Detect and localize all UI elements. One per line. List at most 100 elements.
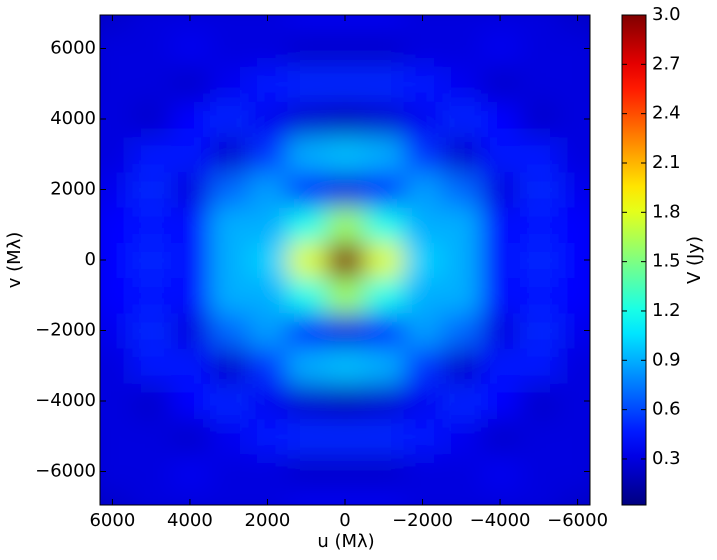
heatmap-cell — [170, 171, 210, 208]
heatmap-cell — [286, 100, 327, 138]
x-tick-label: −2000 — [392, 510, 453, 531]
heatmap-cell — [557, 30, 590, 67]
heatmap-cell — [518, 418, 559, 455]
heatmap-cell — [480, 453, 520, 490]
heatmap-cell — [286, 30, 327, 67]
heatmap-cell — [131, 347, 172, 384]
heatmap-cell — [402, 100, 443, 138]
colorbar-tick-label: 2.7 — [652, 53, 681, 74]
heatmap-cell — [441, 241, 482, 279]
y-tick-label: −6000 — [35, 461, 96, 482]
heatmap-cell — [402, 30, 443, 67]
heatmap-cell — [247, 206, 288, 243]
heatmap-cell — [325, 312, 365, 349]
heatmap-cell — [247, 453, 288, 490]
colorbar-tick-label: 1.8 — [652, 201, 681, 222]
heatmap-cell — [286, 453, 327, 490]
heatmap-cell — [480, 206, 520, 243]
heatmap-cell — [170, 312, 210, 349]
heatmap-cell — [208, 382, 249, 420]
heatmap-cell — [441, 206, 482, 243]
heatmap-cell — [480, 100, 520, 138]
colorbar-tick-label: 0.3 — [652, 448, 681, 469]
heatmap-cell — [325, 277, 365, 314]
heatmap-cell — [208, 171, 249, 208]
heatmap-cell — [557, 488, 590, 505]
heatmap-cell — [286, 241, 327, 279]
heatmap-cell — [100, 30, 133, 67]
heatmap-cell — [170, 453, 210, 490]
heatmap-cell — [518, 277, 559, 314]
heatmap-cell — [518, 30, 559, 67]
x-axis-label: u (Mλ) — [317, 531, 374, 552]
heatmap-cell — [441, 277, 482, 314]
heatmap-cell — [247, 312, 288, 349]
heatmap-cell — [363, 453, 404, 490]
heatmap-cell — [131, 136, 172, 173]
heatmap-cell — [557, 206, 590, 243]
heatmap-cell — [557, 15, 590, 32]
plot-area — [54, 0, 590, 525]
heatmap-cell — [441, 418, 482, 455]
heatmap-cell — [557, 65, 590, 102]
heatmap-cell — [247, 100, 288, 138]
x-tick-label: 4000 — [167, 510, 213, 531]
heatmap-cell — [402, 453, 443, 490]
heatmap-cell — [363, 312, 404, 349]
heatmap-cell — [100, 277, 133, 314]
heatmap-cell — [480, 65, 520, 102]
heatmap-cell — [557, 453, 590, 490]
heatmap-cell — [131, 65, 172, 102]
colorbar-tick-label: 3.0 — [652, 4, 681, 25]
heatmap-cell — [402, 418, 443, 455]
heatmap-cell — [325, 171, 365, 208]
heatmap-cell — [480, 136, 520, 173]
heatmap-cell — [131, 15, 172, 32]
heatmap-cell — [208, 15, 249, 32]
heatmap-cell — [286, 418, 327, 455]
colorbar-tick-label: 0.9 — [652, 349, 681, 370]
heatmap-cell — [363, 488, 404, 505]
heatmap-cell — [480, 30, 520, 67]
heatmap-cell — [480, 488, 520, 505]
heatmap-cell — [325, 136, 365, 173]
heatmap-cell — [54, 0, 94, 31]
heatmap-cell — [131, 418, 172, 455]
heatmap-cell — [131, 453, 172, 490]
heatmap-cell — [131, 382, 172, 420]
heatmap-cell — [131, 488, 172, 505]
heatmap-cell — [518, 100, 559, 138]
heatmap-cell — [208, 418, 249, 455]
heatmap-cell — [170, 277, 210, 314]
heatmap-cell — [402, 206, 443, 243]
heatmap-cell — [518, 382, 559, 420]
heatmap-cell — [54, 207, 94, 243]
heatmap-cell — [441, 453, 482, 490]
heatmap-cell — [247, 15, 288, 32]
heatmap-cell — [325, 488, 365, 505]
heatmap-cell — [100, 171, 133, 208]
heatmap-cell — [363, 206, 404, 243]
heatmap-cell — [441, 15, 482, 32]
heatmap-cell — [557, 171, 590, 208]
heatmap-cell — [325, 65, 365, 102]
heatmap-cell — [557, 100, 590, 138]
heatmap-cell — [208, 241, 249, 279]
heatmap-cell — [208, 136, 249, 173]
heatmap-cell — [286, 312, 327, 349]
heatmap-cell — [363, 15, 404, 32]
heatmap-cell — [54, 489, 94, 525]
heatmap-cell — [54, 136, 94, 172]
heatmap-cell — [402, 136, 443, 173]
heatmap-cell — [170, 347, 210, 384]
colorbar-tick-label: 0.6 — [652, 399, 681, 420]
heatmap-cell — [131, 277, 172, 314]
heatmap-cell — [286, 277, 327, 314]
heatmap-cell — [170, 100, 210, 138]
heatmap-cell — [170, 15, 210, 32]
heatmap-cell — [247, 382, 288, 420]
y-tick-label: 0 — [85, 249, 96, 270]
heatmap-cell — [247, 418, 288, 455]
heatmap-cell — [208, 100, 249, 138]
heatmap-cell — [286, 488, 327, 505]
